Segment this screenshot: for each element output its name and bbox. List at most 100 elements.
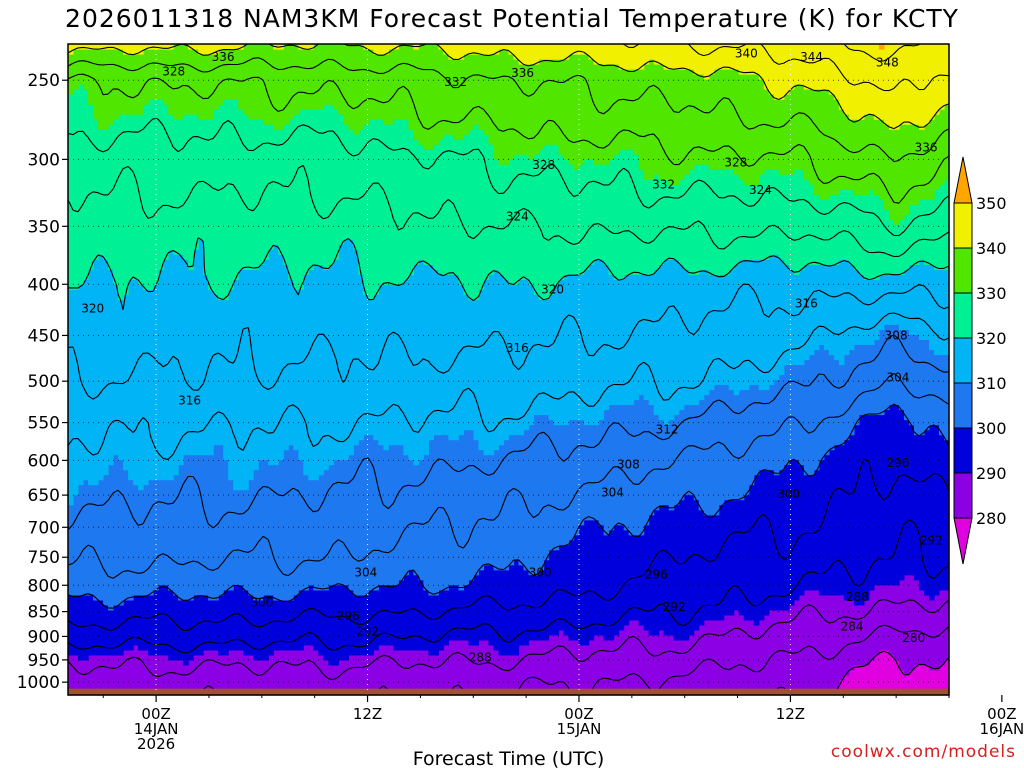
contour-324: [67, 164, 950, 258]
theta-band-270: [773, 649, 950, 696]
y-tick-label-400: 400: [28, 275, 60, 295]
surface-ground: [68, 688, 949, 695]
y-tick-label-850: 850: [28, 603, 60, 623]
contour-label-328: 328: [724, 155, 747, 169]
contour-label-280: 280: [902, 631, 925, 645]
chart-title: 2026011318 NAM3KM Forecast Potential Tem…: [65, 4, 959, 33]
contour-label-304: 304: [601, 485, 624, 499]
contour-label-300: 300: [777, 487, 800, 501]
y-tick-label-800: 800: [28, 576, 60, 596]
y-tick-label-550: 550: [28, 414, 60, 434]
contour-300: [67, 403, 950, 609]
colorbar-label-290: 290: [976, 464, 1007, 483]
contour-label-284: 284: [841, 620, 864, 634]
y-tick-label-450: 450: [28, 326, 60, 346]
contour-label-288: 288: [469, 651, 492, 665]
contour-336: [67, 57, 950, 163]
contour-label-332: 332: [444, 75, 467, 89]
x-tick-label-48-0: 00Z: [987, 705, 1016, 723]
y-tick-label-750: 750: [28, 548, 60, 568]
colorbar-swatch-320: [953, 292, 973, 339]
contour-label-296: 296: [337, 609, 360, 623]
colorbar-label-300: 300: [976, 419, 1007, 438]
contour-288: [67, 598, 950, 681]
contour-label-336: 336: [915, 141, 938, 155]
y-tick-label-700: 700: [28, 518, 60, 538]
contour-label-316: 316: [795, 296, 818, 310]
contour-296: [67, 458, 950, 632]
contour-328: [67, 118, 950, 237]
contour-332: [67, 73, 950, 204]
y-tick-label-350: 350: [28, 217, 60, 237]
contour-label-320: 320: [541, 283, 564, 297]
colorbar-swatch-270: [953, 517, 973, 565]
x-tick-label-48-1: 16JAN: [979, 720, 1024, 738]
y-tick-label-600: 600: [28, 451, 60, 471]
contour-label-308: 308: [617, 458, 640, 472]
x-axis-label: Forecast Time (UTC): [413, 748, 604, 768]
theta-band-340: [68, 44, 950, 130]
contour-label-292: 292: [663, 600, 686, 614]
contour-label-336: 336: [511, 66, 534, 80]
contour-304: [67, 372, 950, 579]
contour-label-332: 332: [652, 178, 675, 192]
colorbar-swatch-330: [953, 247, 973, 294]
colorbar-swatch-310: [953, 337, 973, 384]
theta-band-350: [878, 44, 885, 50]
colorbar-label-320: 320: [976, 329, 1007, 348]
contour-label-292: 292: [920, 534, 943, 548]
x-tick-label-0-0: 00Z: [141, 705, 170, 723]
contour-308: [67, 334, 950, 531]
x-tick-label-24-1: 15JAN: [557, 720, 602, 738]
contour-label-296: 296: [886, 456, 909, 470]
contour-label-300: 300: [529, 566, 552, 580]
contour-340: [67, 43, 950, 130]
y-tick-label-250: 250: [28, 71, 60, 91]
y-tick-label-950: 950: [28, 651, 60, 671]
contour-label-308: 308: [885, 328, 908, 342]
y-tick-label-900: 900: [28, 627, 60, 647]
contour-label-288: 288: [846, 590, 869, 604]
colorbar-label-350: 350: [976, 194, 1007, 213]
contour-label-304: 304: [354, 566, 377, 580]
contour-label-344: 344: [800, 50, 823, 64]
contour-312: [67, 312, 950, 460]
y-tick-label-1000: 1000: [17, 673, 60, 693]
contour-label-296: 296: [645, 567, 668, 581]
x-tick-label-24-0: 00Z: [564, 705, 593, 723]
x-tick-label-36-0: 12Z: [776, 705, 805, 723]
colorbar-swatch-300: [953, 382, 973, 429]
contour-label-328: 328: [532, 158, 555, 172]
contour-label-340: 340: [735, 46, 758, 60]
colorbar-label-340: 340: [976, 239, 1007, 258]
y-tick-label-650: 650: [28, 486, 60, 506]
contour-label-304: 304: [886, 371, 909, 385]
contour-label-316: 316: [506, 341, 529, 355]
colorbar-swatch-340: [953, 202, 973, 249]
contour-label-316: 316: [178, 394, 201, 408]
colorbar-swatch-290: [953, 427, 973, 474]
x-tick-label-0-1: 14JAN: [134, 720, 179, 738]
contour-label-320: 320: [81, 302, 104, 316]
contour-label-292: 292: [356, 625, 379, 639]
contour-label-300: 300: [250, 595, 273, 609]
colorbar-label-310: 310: [976, 374, 1007, 393]
colorbar-label-280: 280: [976, 509, 1007, 528]
x-tick-label-12-0: 12Z: [353, 705, 382, 723]
theta-band-300: [68, 324, 950, 611]
plot-frame: [67, 43, 950, 696]
x-tick-label-0-2: 2026: [137, 735, 175, 753]
contour-label-328: 328: [162, 64, 185, 78]
colorbar-label-330: 330: [976, 284, 1007, 303]
y-tick-label-500: 500: [28, 372, 60, 392]
contour-292: [67, 519, 950, 654]
contour-320: [68, 237, 950, 311]
colorbar-swatch-280: [953, 472, 973, 519]
contour-label-336: 336: [212, 50, 235, 64]
contour-label-312: 312: [656, 423, 679, 437]
contour-label-348: 348: [876, 55, 899, 69]
y-tick-label-300: 300: [28, 150, 60, 170]
theta-band-330: [68, 44, 950, 225]
colorbar-swatch-350: [953, 156, 973, 204]
